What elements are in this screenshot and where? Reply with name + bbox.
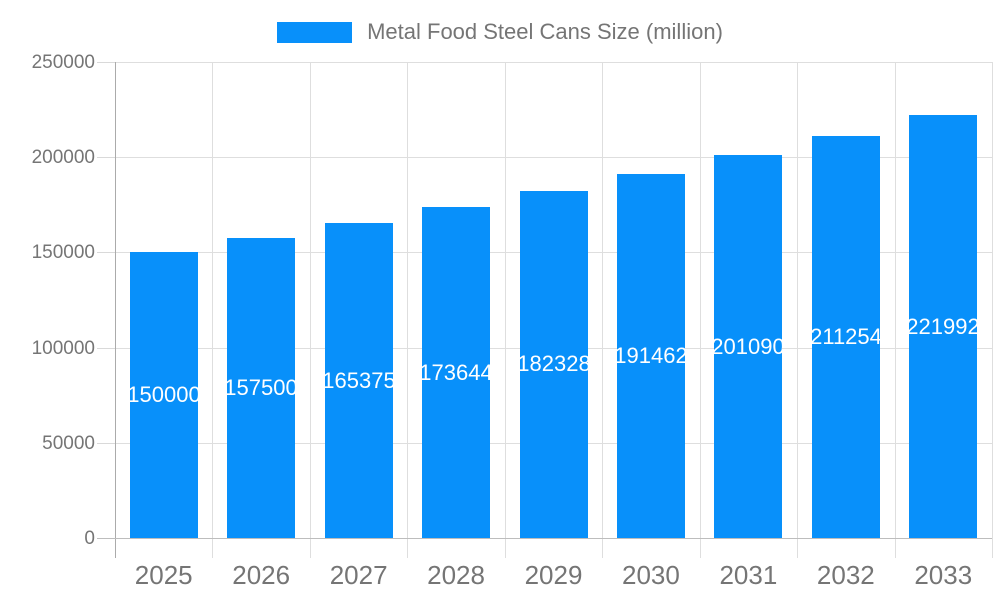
y-axis-tick-label: 250000	[31, 52, 95, 73]
x-gridline	[895, 62, 896, 558]
y-axis-tick-label: 200000	[31, 147, 95, 168]
x-axis-tick-label: 2032	[816, 560, 875, 590]
bar[interactable]: 211254	[812, 135, 880, 538]
bar[interactable]: 157500	[227, 238, 295, 538]
y-tick-mark	[97, 157, 115, 158]
y-axis-tick-label: 100000	[31, 338, 95, 359]
x-axis-tick-label: 2027	[329, 560, 388, 590]
bar-value-label: 211254	[812, 323, 880, 349]
bar-value-label: 191462	[617, 342, 685, 368]
x-axis-tick-label: 2028	[427, 560, 485, 590]
y-tick-mark	[97, 252, 115, 253]
y-axis-tick-label: 0	[84, 528, 95, 549]
y-axis-tick-label: 50000	[42, 433, 95, 454]
y-axis-tick-label: 150000	[31, 242, 95, 263]
bar-value-label: 173644	[422, 359, 490, 385]
bar[interactable]: 191462	[617, 173, 685, 538]
x-gridline	[407, 62, 408, 558]
x-gridline	[505, 62, 506, 558]
bar-value-label: 201090	[714, 333, 782, 359]
y-gridline	[115, 62, 992, 63]
y-gridline	[115, 157, 992, 158]
y-axis-line	[115, 62, 116, 558]
x-axis-line	[97, 538, 992, 539]
bar-value-label: 150000	[130, 382, 198, 408]
legend[interactable]: Metal Food Steel Cans Size (million)	[0, 18, 1000, 46]
y-tick-mark	[97, 62, 115, 63]
y-tick-mark	[97, 443, 115, 444]
bar[interactable]: 173644	[422, 207, 490, 538]
x-gridline	[212, 62, 213, 558]
x-gridline	[992, 62, 993, 558]
bar[interactable]: 221992	[909, 115, 977, 538]
bar[interactable]: 201090	[714, 155, 782, 538]
bar-value-label: 157500	[227, 375, 295, 401]
x-axis-tick-label: 2031	[719, 560, 778, 590]
bar[interactable]: 165375	[325, 223, 393, 538]
y-tick-mark	[97, 348, 115, 349]
x-axis-tick-label: 2033	[914, 560, 973, 590]
legend-label: Metal Food Steel Cans Size (million)	[367, 19, 723, 44]
x-gridline	[797, 62, 798, 558]
bar-value-label: 165375	[325, 367, 393, 393]
bar[interactable]: 182328	[520, 190, 588, 538]
bar[interactable]: 150000	[130, 252, 198, 538]
x-axis-tick-label: 2029	[524, 560, 583, 590]
legend-swatch-icon	[277, 21, 353, 43]
x-gridline	[700, 62, 701, 558]
x-gridline	[310, 62, 311, 558]
x-axis-tick-label: 2030	[622, 560, 680, 590]
bar-value-label: 182328	[520, 351, 588, 377]
x-axis-tick-label: 2025	[134, 560, 193, 590]
bar-value-label: 221992	[909, 313, 977, 339]
x-gridline	[602, 62, 603, 558]
x-axis-tick-label: 2026	[232, 560, 291, 590]
